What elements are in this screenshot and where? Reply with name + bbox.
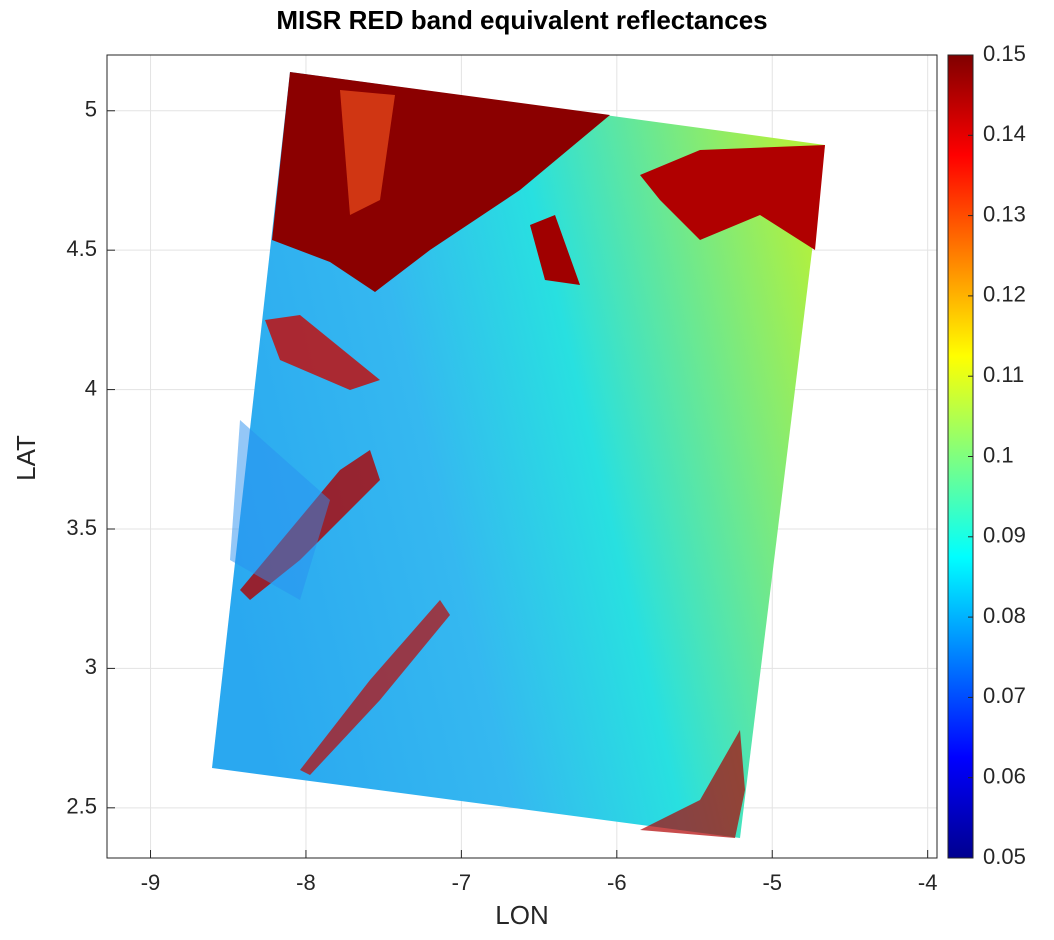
colorbar-tick-label: 0.1 bbox=[983, 442, 1014, 467]
y-tick-label: 4 bbox=[85, 375, 97, 400]
colorbar-tick-label: 0.06 bbox=[983, 764, 1026, 789]
x-tick-label: -6 bbox=[607, 870, 627, 895]
y-tick-label: 2.5 bbox=[66, 794, 97, 819]
colorbar-tick-label: 0.07 bbox=[983, 683, 1026, 708]
colorbar-tick-label: 0.13 bbox=[983, 201, 1026, 226]
y-tick-label: 3.5 bbox=[66, 515, 97, 540]
colorbar-tick-label: 0.09 bbox=[983, 523, 1026, 548]
x-tick-label: -4 bbox=[918, 870, 938, 895]
swath-image bbox=[212, 72, 825, 838]
x-axis-label: LON bbox=[495, 900, 548, 930]
red-patch bbox=[265, 315, 380, 390]
axes-box bbox=[106, 54, 938, 859]
red-patch bbox=[530, 215, 580, 285]
y-tick-label: 3 bbox=[85, 654, 97, 679]
colorbar-tick-label: 0.15 bbox=[983, 41, 1026, 66]
red-patch bbox=[640, 145, 825, 250]
x-tick-label: -7 bbox=[452, 870, 472, 895]
colorbar-tick-label: 0.11 bbox=[983, 362, 1024, 387]
y-tick-label: 5 bbox=[85, 97, 97, 122]
colorbar-tick-label: 0.05 bbox=[983, 844, 1026, 869]
colorbar-tick-label: 0.14 bbox=[983, 121, 1026, 146]
x-tick-label: -8 bbox=[296, 870, 316, 895]
red-patch bbox=[640, 730, 745, 838]
x-tick-label: -5 bbox=[762, 870, 782, 895]
colorbar-tick-label: 0.12 bbox=[983, 282, 1026, 307]
colorbar-tick-label: 0.08 bbox=[983, 603, 1026, 628]
x-tick-label: -9 bbox=[141, 870, 161, 895]
blue-patch bbox=[230, 420, 330, 600]
y-tick-label: 4.5 bbox=[66, 236, 97, 261]
red-patch bbox=[300, 600, 450, 775]
chart-title: MISR RED band equivalent reflectances bbox=[276, 5, 767, 35]
y-axis-label: LAT bbox=[11, 435, 41, 481]
red-patch bbox=[340, 90, 395, 215]
